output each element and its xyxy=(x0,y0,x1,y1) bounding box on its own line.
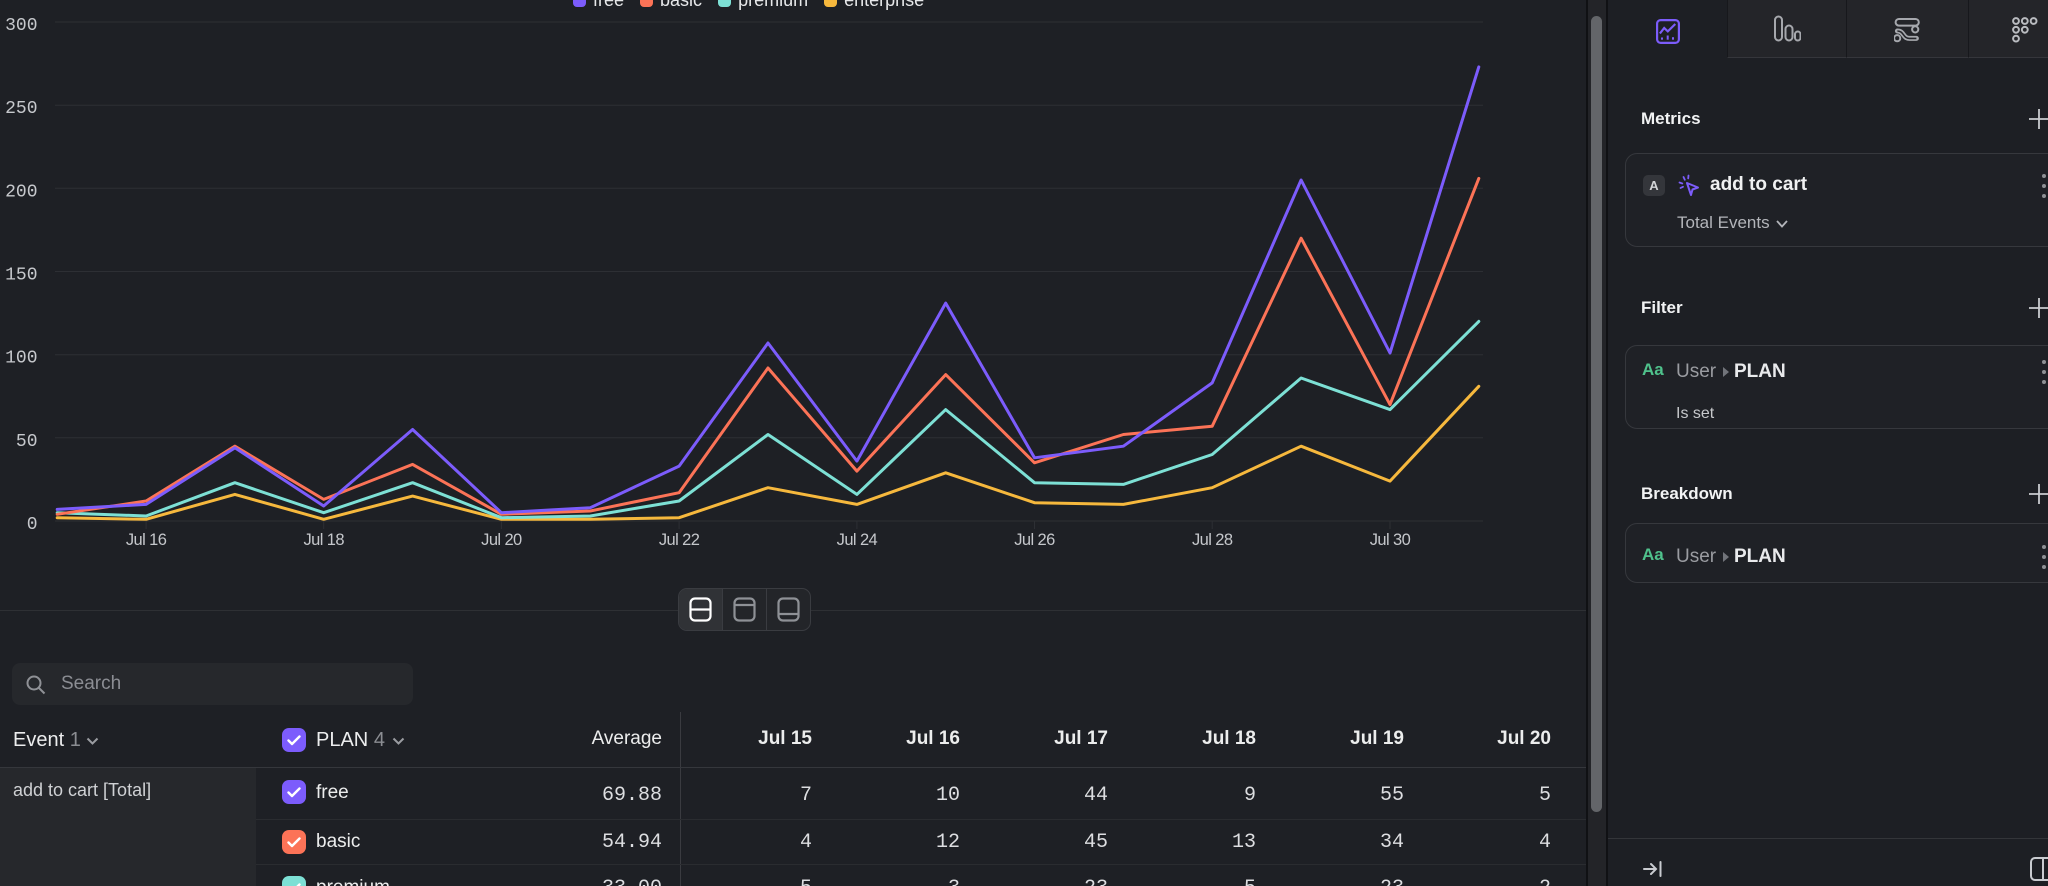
svg-text:150: 150 xyxy=(5,266,37,286)
svg-text:50: 50 xyxy=(16,432,38,452)
svg-text:Jul 26: Jul 26 xyxy=(1014,531,1055,549)
svg-text:Jul 28: Jul 28 xyxy=(1192,531,1233,549)
svg-text:Jul 22: Jul 22 xyxy=(659,531,700,549)
svg-text:250: 250 xyxy=(5,99,37,119)
svg-text:Jul 24: Jul 24 xyxy=(837,531,878,549)
svg-text:Jul 30: Jul 30 xyxy=(1370,531,1411,549)
svg-text:100: 100 xyxy=(5,349,37,369)
svg-text:0: 0 xyxy=(27,515,38,535)
svg-text:300: 300 xyxy=(5,16,37,36)
svg-text:200: 200 xyxy=(5,182,37,202)
svg-text:Jul 20: Jul 20 xyxy=(481,531,522,549)
svg-text:Jul 18: Jul 18 xyxy=(303,531,344,549)
svg-text:Jul 16: Jul 16 xyxy=(126,531,167,549)
